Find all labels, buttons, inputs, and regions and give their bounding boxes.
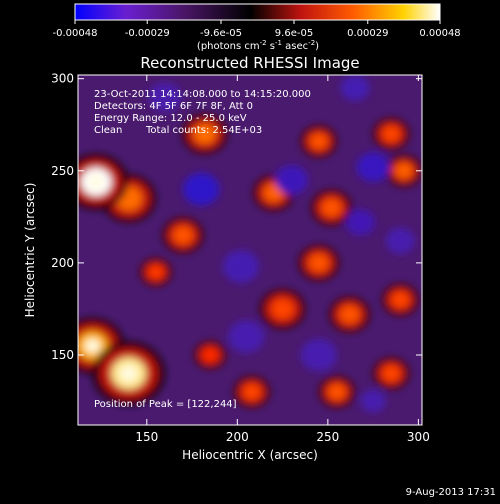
- heatmap-sources: [78, 75, 422, 413]
- source-core: [309, 253, 329, 272]
- y-axis-label: Heliocentric Y (arcsec): [23, 183, 37, 318]
- source-negative: [275, 165, 308, 195]
- source-core: [193, 123, 216, 144]
- source-negative: [360, 389, 386, 413]
- heatmap-area: [78, 75, 422, 425]
- source-negative: [356, 152, 390, 182]
- colorbar: -0.00048 -0.00029 -9.6e-05 9.6e-05 0.00029 0.…: [53, 3, 461, 52]
- colorbar-tick-label: 0.00029: [347, 28, 388, 39]
- x-tick-label: 300: [407, 430, 430, 444]
- y-tick-label: 150: [51, 348, 74, 362]
- source-peak: [120, 365, 138, 382]
- annotation-block: 23-Oct-2011 14:14:08.000 to 14:15:20.000…: [94, 89, 311, 410]
- annotation-detectors: Detectors: 4F 5F 6F 7F 8F, Att 0: [94, 101, 253, 112]
- colorbar-tick-label: 9.6e-05: [275, 28, 313, 39]
- colorbar-tick-label: 0.00048: [419, 28, 460, 39]
- annotation-method: Clean: [94, 125, 122, 136]
- annotation-counts: Total counts: 2.54E+03: [145, 125, 262, 136]
- y-tick-label: 250: [51, 164, 74, 178]
- source-negative: [228, 320, 265, 353]
- source-core: [310, 133, 328, 150]
- x-tick-label: 150: [135, 430, 158, 444]
- source-negative: [385, 227, 415, 254]
- colorbar-gradient: [74, 3, 441, 21]
- source-core: [328, 383, 346, 400]
- source-core: [382, 125, 400, 142]
- source-core: [243, 383, 261, 400]
- annotation-energy: Energy Range: 12.0 - 25.0 keV: [94, 113, 247, 124]
- source-negative: [183, 172, 220, 206]
- source-negative: [222, 250, 260, 283]
- annotation-time: 23-Oct-2011 14:14:08.000 to 14:15:20.000: [94, 89, 311, 100]
- x-tick-label: 250: [316, 430, 339, 444]
- source-core: [271, 298, 294, 319]
- y-tick-label: 300: [51, 72, 74, 86]
- colorbar-tick-label: -9.6e-05: [200, 28, 242, 39]
- source-core: [202, 348, 218, 362]
- source-core: [382, 365, 400, 382]
- colorbar-unit-label: (photons cm-2 s-1 asec-2): [197, 39, 319, 52]
- footer-date: 9-Aug-2013 17:31: [406, 487, 496, 498]
- source-negative: [300, 338, 337, 372]
- colorbar-tick-label: -0.00048: [53, 28, 98, 39]
- x-axis-ticks: 150 200 250 300: [135, 75, 430, 444]
- y-tick-label: 200: [51, 256, 74, 270]
- x-axis-label: Heliocentric X (arcsec): [182, 448, 318, 462]
- colorbar-tick-label: -0.00029: [125, 28, 170, 39]
- source-core: [395, 162, 413, 179]
- source-core: [173, 226, 193, 245]
- colorbar-ticks: -0.00048 -0.00029 -9.6e-05 9.6e-05 0.00029 0.…: [53, 20, 461, 39]
- chart-title: Reconstructed RHESSI Image: [140, 54, 359, 72]
- source-negative: [345, 209, 375, 236]
- source-core: [391, 291, 409, 308]
- source-core: [148, 265, 164, 280]
- source-core: [339, 305, 360, 324]
- x-tick-label: 200: [226, 430, 249, 444]
- annotation-peak: Position of Peak = [122,244]: [94, 399, 237, 410]
- y-axis-ticks: 150 200 250 300: [51, 72, 422, 362]
- source-peak: [88, 174, 104, 189]
- source-peak: [84, 338, 101, 353]
- plot-frame: [77, 74, 423, 426]
- source-negative: [340, 75, 370, 101]
- source-negative: [148, 82, 182, 112]
- source-core: [321, 198, 342, 217]
